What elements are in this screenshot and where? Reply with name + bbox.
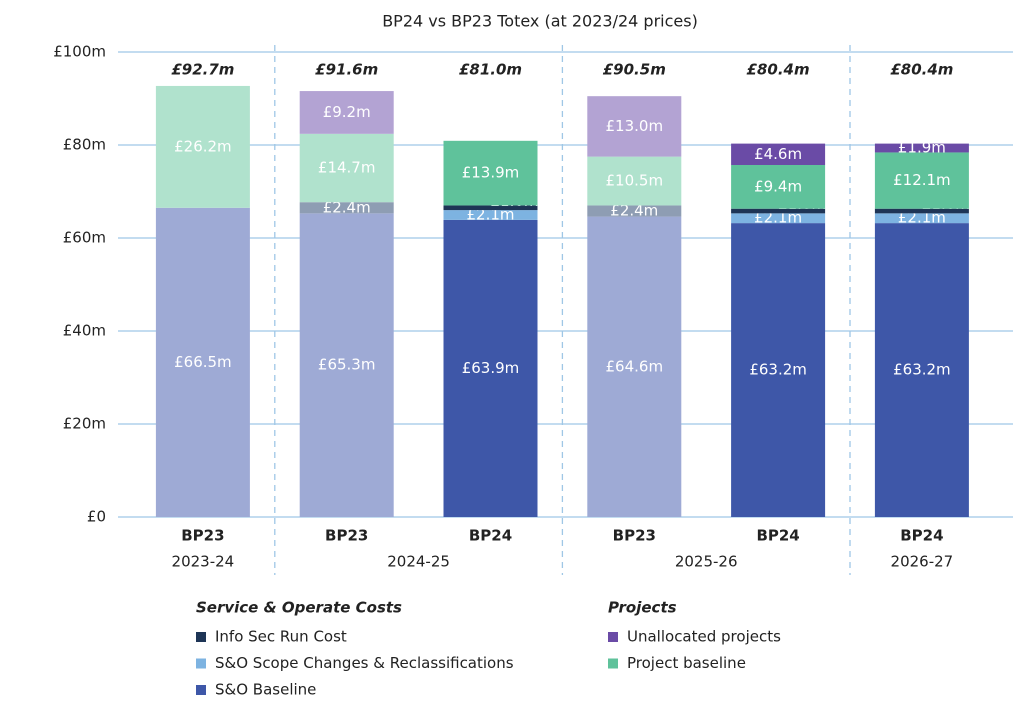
total-label: £91.6m <box>315 61 378 79</box>
total-label: £80.4m <box>747 61 810 79</box>
bar-label: BP23 <box>613 527 656 545</box>
legend-label: Info Sec Run Cost <box>215 628 347 646</box>
legend-swatch <box>608 632 618 642</box>
data-label: £4.6m <box>754 145 802 163</box>
bar-segment <box>587 216 682 518</box>
legend-label: S&O Baseline <box>215 681 316 699</box>
chart-title: BP24 vs BP23 Totex (at 2023/24 prices) <box>382 12 698 31</box>
y-tick-label: £0 <box>87 508 106 526</box>
total-label: £81.0m <box>459 61 522 79</box>
total-label: £90.5m <box>603 61 666 79</box>
bar-label: BP24 <box>469 527 512 545</box>
data-label: £63.9m <box>462 359 520 377</box>
legend-label: Unallocated projects <box>627 628 781 646</box>
data-label: £2.4m <box>323 198 371 216</box>
bar-label: BP23 <box>181 527 224 545</box>
bar-segment <box>443 210 538 220</box>
legend-label: S&O Scope Changes & Reclassifications <box>215 654 514 672</box>
bar-segment <box>299 91 394 134</box>
data-label: £65.3m <box>318 356 376 374</box>
data-label: £9.4m <box>754 177 802 195</box>
y-tick-label: £60m <box>63 229 106 247</box>
bar-segment <box>874 223 969 517</box>
data-label: £14.7m <box>318 159 376 177</box>
data-label: £2.4m <box>610 202 658 220</box>
bar-segment <box>299 202 394 214</box>
y-tick-label: £100m <box>53 43 106 61</box>
data-label: £63.2m <box>749 361 807 379</box>
data-label: £66.5m <box>174 353 232 371</box>
data-label: £64.6m <box>606 357 664 375</box>
legend-swatch <box>196 658 206 669</box>
bar-segment <box>587 96 682 157</box>
y-tick-label: £40m <box>63 322 106 340</box>
data-label: £13.0m <box>606 117 664 135</box>
legend-swatch <box>196 685 206 695</box>
bar-segment <box>587 156 682 206</box>
total-label: £80.4m <box>890 61 953 79</box>
bar-segment <box>731 213 826 224</box>
data-label: £9.2m <box>323 103 371 121</box>
bar-segment <box>731 164 826 209</box>
bar-segment <box>155 207 250 517</box>
bar-label: BP24 <box>756 527 799 545</box>
bar-segment <box>443 140 538 206</box>
bar-segment <box>731 143 826 165</box>
bar-segment <box>874 152 969 209</box>
data-label: £63.2m <box>893 361 951 379</box>
data-label: £10.5m <box>606 172 664 190</box>
y-tick-label: £20m <box>63 415 106 433</box>
data-label: £1.9m <box>898 139 946 157</box>
bar-segment <box>299 133 394 203</box>
legend-title: Service & Operate Costs <box>196 599 402 617</box>
bar-segment <box>874 208 969 214</box>
bar-segment <box>731 208 826 214</box>
y-tick-label: £80m <box>63 136 106 154</box>
bar-segment <box>731 223 826 517</box>
data-label: £13.9m <box>462 164 520 182</box>
legend-title: Projects <box>608 599 677 617</box>
bar-segment <box>443 205 538 211</box>
legend-label: Project baseline <box>627 654 746 672</box>
bar-segment <box>299 213 394 518</box>
bar-segment <box>587 205 682 217</box>
bar-segment <box>155 85 250 208</box>
bar-label: BP23 <box>325 527 368 545</box>
group-label: 2026-27 <box>891 553 954 571</box>
group-label: 2023-24 <box>172 553 235 571</box>
data-label: £26.2m <box>174 137 232 155</box>
data-label: £12.1m <box>893 171 951 189</box>
bar-segment <box>874 213 969 224</box>
bar-segment <box>443 219 538 518</box>
legend-swatch <box>608 658 618 669</box>
bar-label: BP24 <box>900 527 943 545</box>
total-label: £92.7m <box>171 61 234 79</box>
group-label: 2025-26 <box>675 553 738 571</box>
group-label: 2024-25 <box>387 553 450 571</box>
legend-swatch <box>196 632 206 642</box>
bar-segment <box>874 143 969 153</box>
